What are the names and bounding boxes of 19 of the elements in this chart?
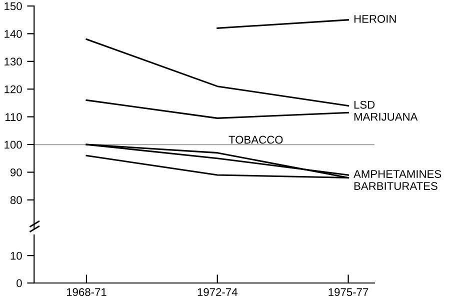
y-tick-label: 0 (16, 279, 22, 288)
series-label: AMPHETAMINES (354, 170, 442, 178)
x-tick-label: 1972-74 (198, 288, 238, 296)
y-tick-label: 150 (4, 2, 22, 10)
series-label: MARIJUANA (354, 112, 418, 121)
y-tick-label: 130 (4, 58, 22, 66)
annotation: TOBACCO (228, 136, 283, 144)
y-tick-label: 10 (10, 252, 22, 260)
y-tick-label: 140 (4, 30, 22, 38)
x-tick-label: 1975-77 (328, 288, 368, 296)
y-tick-label: 120 (4, 85, 22, 94)
y-tick-label: 90 (10, 168, 22, 176)
y-tick-label: 80 (10, 196, 22, 204)
series-label: LSD (354, 100, 375, 109)
y-tick-label: 100 (4, 140, 22, 149)
y-tick-label: 110 (5, 113, 22, 121)
series-label: BARBITURATES (354, 182, 438, 190)
series-label: HEROIN (354, 14, 396, 23)
x-tick-label: 1968-71 (66, 288, 106, 296)
